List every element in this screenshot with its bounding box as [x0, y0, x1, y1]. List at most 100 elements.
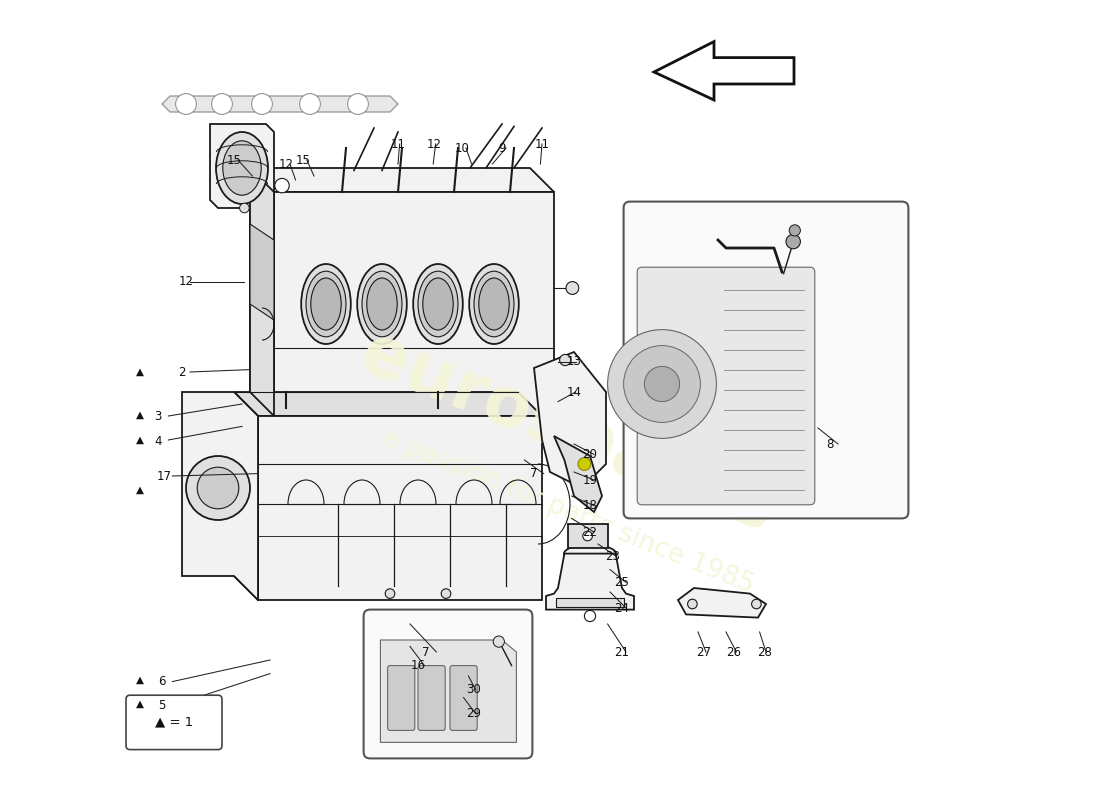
Ellipse shape — [358, 264, 407, 344]
Circle shape — [560, 354, 571, 366]
Text: 18: 18 — [583, 499, 597, 512]
Polygon shape — [162, 96, 398, 112]
Text: 27: 27 — [696, 646, 711, 658]
Text: 22: 22 — [583, 526, 597, 538]
Text: 10: 10 — [454, 142, 470, 154]
Text: 15: 15 — [227, 154, 241, 166]
Polygon shape — [250, 168, 274, 416]
Text: 20: 20 — [583, 448, 597, 461]
Ellipse shape — [306, 271, 346, 337]
Circle shape — [252, 94, 273, 114]
FancyBboxPatch shape — [387, 666, 415, 730]
Text: 12: 12 — [427, 138, 441, 150]
Text: 7: 7 — [422, 646, 430, 658]
Ellipse shape — [311, 278, 341, 330]
Text: 6: 6 — [158, 675, 166, 688]
Ellipse shape — [564, 545, 616, 562]
Text: 3: 3 — [154, 410, 162, 422]
Text: 17: 17 — [157, 470, 172, 482]
Circle shape — [566, 282, 579, 294]
Circle shape — [299, 94, 320, 114]
Text: 11: 11 — [390, 138, 406, 150]
Circle shape — [385, 589, 395, 598]
Polygon shape — [182, 392, 258, 600]
Circle shape — [348, 94, 369, 114]
Text: ▲: ▲ — [136, 367, 144, 377]
FancyBboxPatch shape — [450, 666, 477, 730]
Text: 26: 26 — [726, 646, 741, 658]
Polygon shape — [654, 42, 794, 100]
Circle shape — [624, 346, 701, 422]
Text: ▲: ▲ — [136, 435, 144, 445]
Circle shape — [578, 458, 591, 470]
Text: 13: 13 — [566, 355, 582, 368]
Text: 16: 16 — [410, 659, 426, 672]
Polygon shape — [274, 192, 554, 416]
Text: 28: 28 — [757, 646, 772, 658]
Circle shape — [584, 610, 595, 622]
Text: 23: 23 — [605, 550, 619, 562]
Text: 15: 15 — [296, 154, 311, 166]
Text: 30: 30 — [466, 683, 482, 696]
FancyBboxPatch shape — [418, 666, 446, 730]
Text: 5: 5 — [158, 699, 166, 712]
Polygon shape — [568, 524, 607, 548]
Text: 24: 24 — [615, 602, 629, 614]
Text: 8: 8 — [826, 438, 834, 450]
Text: ▲: ▲ — [136, 485, 144, 494]
Text: 7: 7 — [530, 467, 538, 480]
Polygon shape — [556, 598, 625, 607]
Circle shape — [275, 178, 289, 193]
Ellipse shape — [414, 264, 463, 344]
Text: a passion for parts since 1985: a passion for parts since 1985 — [377, 426, 758, 598]
Text: 2: 2 — [178, 366, 186, 378]
Ellipse shape — [366, 278, 397, 330]
FancyBboxPatch shape — [364, 610, 532, 758]
Polygon shape — [250, 224, 274, 320]
Circle shape — [186, 456, 250, 520]
Ellipse shape — [223, 141, 261, 195]
Text: 12: 12 — [178, 275, 194, 288]
Ellipse shape — [470, 264, 519, 344]
Ellipse shape — [474, 271, 514, 337]
Text: 21: 21 — [615, 646, 629, 658]
Circle shape — [645, 366, 680, 402]
Polygon shape — [534, 352, 606, 488]
Polygon shape — [250, 168, 274, 416]
Polygon shape — [250, 168, 554, 192]
Ellipse shape — [422, 278, 453, 330]
Ellipse shape — [478, 278, 509, 330]
Circle shape — [688, 599, 697, 609]
Circle shape — [583, 531, 593, 541]
Text: ▲: ▲ — [136, 675, 144, 685]
FancyBboxPatch shape — [126, 695, 222, 750]
Circle shape — [607, 330, 716, 438]
Polygon shape — [210, 124, 274, 208]
Circle shape — [789, 225, 801, 236]
Text: eurospares: eurospares — [351, 318, 784, 546]
FancyBboxPatch shape — [637, 267, 815, 505]
Ellipse shape — [362, 271, 402, 337]
Text: ▲: ▲ — [136, 410, 144, 419]
Polygon shape — [554, 436, 602, 512]
Circle shape — [211, 94, 232, 114]
Polygon shape — [546, 554, 634, 610]
Text: 29: 29 — [466, 707, 482, 720]
Polygon shape — [234, 392, 258, 600]
Polygon shape — [258, 416, 542, 600]
Circle shape — [176, 94, 197, 114]
Text: ▲: ▲ — [136, 699, 144, 709]
Text: 19: 19 — [583, 474, 597, 486]
Text: 9: 9 — [498, 142, 506, 154]
FancyBboxPatch shape — [624, 202, 909, 518]
Ellipse shape — [216, 132, 268, 204]
Circle shape — [197, 467, 239, 509]
Ellipse shape — [301, 264, 351, 344]
Circle shape — [240, 203, 250, 213]
Ellipse shape — [418, 271, 458, 337]
Text: 14: 14 — [566, 386, 582, 398]
Polygon shape — [678, 588, 766, 618]
Polygon shape — [234, 392, 542, 416]
Circle shape — [751, 599, 761, 609]
Circle shape — [441, 589, 451, 598]
